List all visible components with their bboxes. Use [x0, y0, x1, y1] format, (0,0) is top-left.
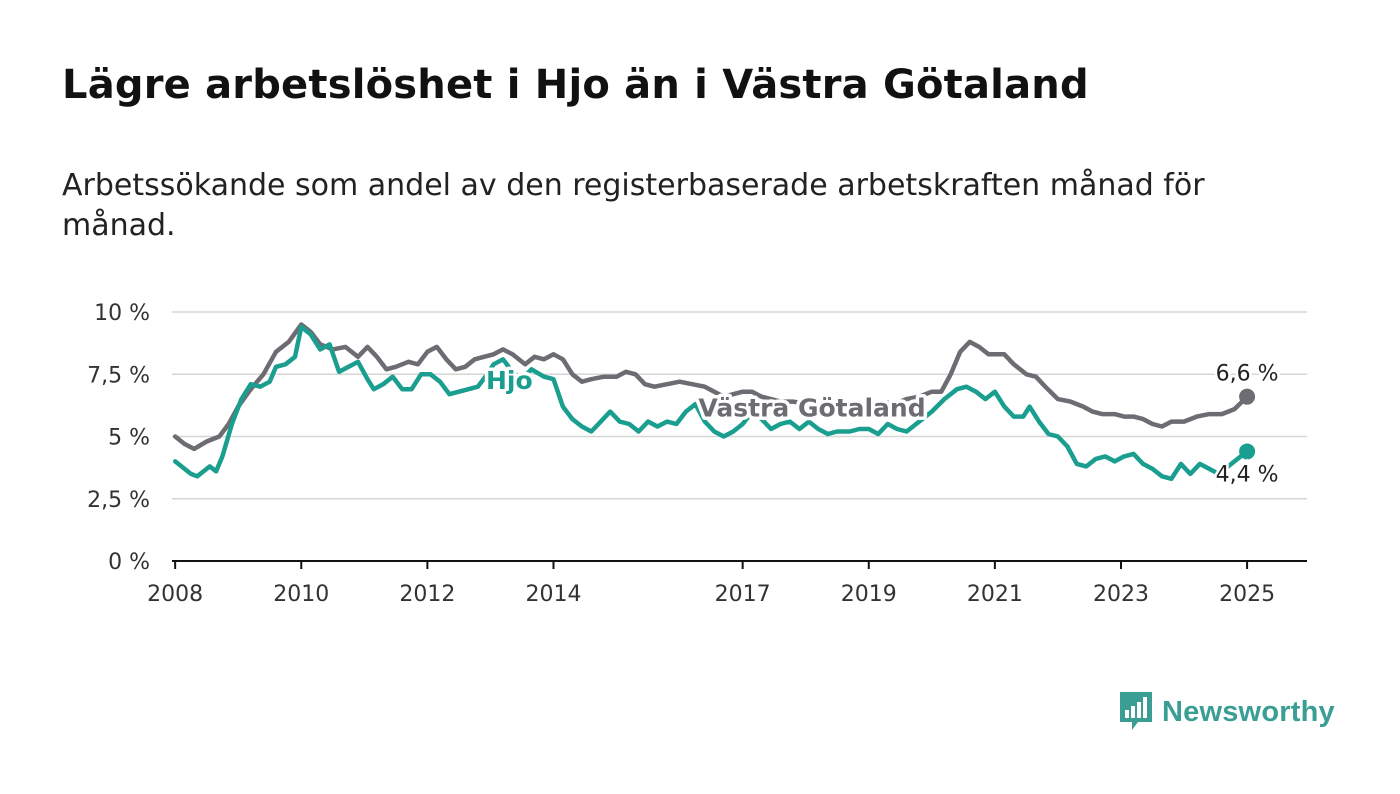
- series-end-point-hjo: [1239, 443, 1256, 460]
- series-label-v-stra-g-taland: Västra Götaland: [698, 394, 925, 423]
- y-tick-label: 7,5 %: [87, 363, 150, 388]
- x-tick-label: 2010: [273, 582, 329, 607]
- x-tick-label: 2012: [399, 582, 455, 607]
- x-tick-label: 2019: [841, 582, 897, 607]
- x-tick-label: 2017: [715, 582, 771, 607]
- end-value-label-hjo: 4,4 %: [1216, 462, 1279, 487]
- y-tick-label: 0 %: [108, 550, 150, 575]
- newsworthy-logo[interactable]: Newsworthy: [1118, 690, 1335, 734]
- label-layer: Hjo Västra Götaland 6,6 % 4,4 %: [483, 359, 1282, 490]
- y-tick-label: 5 %: [108, 426, 150, 451]
- brand-name: Newsworthy: [1162, 695, 1335, 728]
- line-chart: 0 % 2,5 % 5 % 7,5 % 10 % 2008 2010 2012 2014 2017…: [87, 301, 1307, 607]
- bar-chart-speech-bubble-icon: [1120, 692, 1152, 730]
- y-tick-label: 2,5 %: [87, 488, 150, 513]
- x-tick-label: 2021: [967, 582, 1023, 607]
- series-line-hjo: [172, 324, 1250, 482]
- series-end-point-v-stra-g-taland: [1239, 388, 1256, 405]
- grid-layer: 0 % 2,5 % 5 % 7,5 % 10 % 2008 2010 2012 2014 2017…: [87, 301, 1307, 607]
- chart-title: Lägre arbetslöshet i Hjo än i Västra Göt…: [62, 62, 1089, 108]
- series-layer: [172, 322, 1256, 482]
- end-value-label-v-stra-g-taland: 6,6 %: [1216, 362, 1279, 387]
- x-tick-label: 2025: [1219, 582, 1275, 607]
- series-label-hjo: Hjo: [486, 366, 533, 395]
- x-tick-label: 2014: [525, 582, 581, 607]
- chart-subtitle: Arbetssökande som andel av den registerb…: [62, 168, 1205, 243]
- series-line-v-stra-g-taland: [172, 322, 1250, 452]
- x-tick-label: 2023: [1093, 582, 1149, 607]
- y-tick-label: 10 %: [94, 301, 150, 326]
- x-tick-label: 2008: [147, 582, 203, 607]
